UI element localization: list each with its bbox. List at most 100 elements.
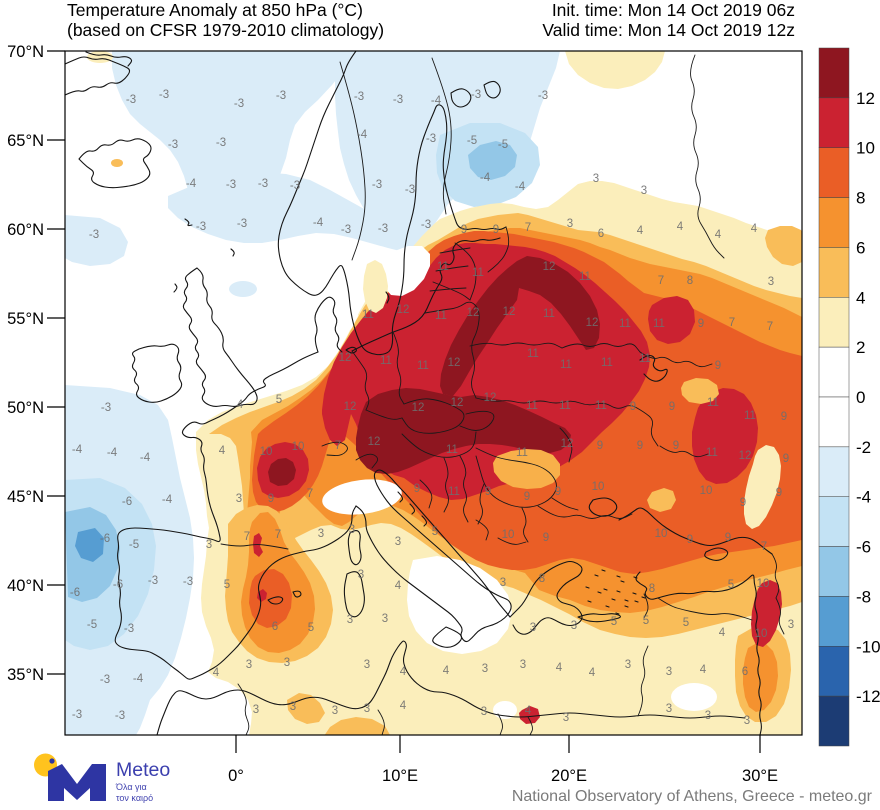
svg-text:-4: -4 xyxy=(856,488,871,507)
svg-text:9: 9 xyxy=(740,497,746,509)
svg-text:7: 7 xyxy=(244,531,250,543)
svg-text:-6: -6 xyxy=(70,587,80,599)
svg-text:11: 11 xyxy=(579,271,591,283)
svg-text:9: 9 xyxy=(637,440,643,452)
svg-text:-3: -3 xyxy=(100,674,110,686)
svg-text:55°N: 55°N xyxy=(7,310,44,328)
svg-text:-3: -3 xyxy=(276,90,286,102)
svg-text:11: 11 xyxy=(653,318,665,330)
svg-text:11: 11 xyxy=(362,309,374,321)
svg-text:7: 7 xyxy=(658,275,664,287)
svg-text:7: 7 xyxy=(307,488,313,500)
svg-text:-3: -3 xyxy=(290,180,300,192)
svg-text:-4: -4 xyxy=(107,447,118,459)
svg-text:4: 4 xyxy=(751,223,758,235)
svg-text:5: 5 xyxy=(728,579,734,591)
svg-text:3: 3 xyxy=(284,657,290,669)
svg-text:-3: -3 xyxy=(196,221,206,233)
svg-text:-6: -6 xyxy=(122,496,132,508)
svg-text:9: 9 xyxy=(461,224,467,236)
svg-text:65°N: 65°N xyxy=(7,132,44,150)
svg-text:5: 5 xyxy=(683,617,689,629)
svg-text:-3: -3 xyxy=(124,623,134,635)
svg-text:12: 12 xyxy=(503,306,516,318)
svg-text:-8: -8 xyxy=(856,587,871,606)
svg-text:Όλα για: Όλα για xyxy=(115,782,147,792)
svg-text:10: 10 xyxy=(856,139,875,158)
svg-text:12: 12 xyxy=(484,392,497,404)
svg-text:3: 3 xyxy=(520,659,526,671)
svg-text:6: 6 xyxy=(598,228,604,240)
svg-text:10: 10 xyxy=(700,485,713,497)
svg-text:11: 11 xyxy=(448,486,460,498)
svg-text:-3: -3 xyxy=(372,179,382,191)
svg-text:9: 9 xyxy=(268,493,274,505)
svg-text:National Observatory of Athens: National Observatory of Athens, Greece -… xyxy=(512,788,873,805)
svg-text:-3: -3 xyxy=(168,139,178,151)
svg-text:11: 11 xyxy=(601,357,613,369)
svg-text:-4: -4 xyxy=(357,129,368,141)
svg-text:70°N: 70°N xyxy=(7,43,44,61)
svg-text:4: 4 xyxy=(719,627,726,639)
svg-text:8: 8 xyxy=(649,583,655,595)
svg-text:Meteo: Meteo xyxy=(116,759,170,781)
svg-text:-3: -3 xyxy=(216,137,226,149)
svg-text:12: 12 xyxy=(412,402,425,414)
svg-text:-3: -3 xyxy=(538,90,548,102)
svg-text:10: 10 xyxy=(655,528,668,540)
svg-text:-4: -4 xyxy=(431,95,442,107)
svg-text:5: 5 xyxy=(643,615,649,627)
svg-text:9: 9 xyxy=(783,453,789,465)
svg-text:3: 3 xyxy=(625,659,631,671)
svg-text:9: 9 xyxy=(493,224,499,236)
svg-text:9: 9 xyxy=(673,440,679,452)
svg-text:3: 3 xyxy=(349,524,355,536)
svg-text:3: 3 xyxy=(666,666,672,678)
svg-text:3: 3 xyxy=(593,173,599,185)
svg-text:3: 3 xyxy=(482,663,488,675)
svg-text:3: 3 xyxy=(563,712,569,724)
svg-text:-6: -6 xyxy=(856,538,871,557)
svg-text:9: 9 xyxy=(630,401,636,413)
svg-text:3: 3 xyxy=(290,701,296,713)
svg-text:12: 12 xyxy=(448,357,461,369)
svg-text:Init. time: Mon 14 Oct 2019 06: Init. time: Mon 14 Oct 2019 06z xyxy=(552,0,795,20)
svg-text:-4: -4 xyxy=(480,172,491,184)
svg-text:(based on CFSR 1979-2010 clima: (based on CFSR 1979-2010 climatology) xyxy=(67,20,384,40)
svg-text:12: 12 xyxy=(739,450,752,462)
svg-text:-3: -3 xyxy=(341,224,351,236)
svg-text:8: 8 xyxy=(539,573,545,585)
svg-text:11: 11 xyxy=(446,444,458,456)
svg-text:4: 4 xyxy=(400,700,407,712)
svg-text:-5: -5 xyxy=(129,539,139,551)
svg-text:3: 3 xyxy=(705,710,711,722)
svg-text:6: 6 xyxy=(856,238,865,257)
svg-text:7: 7 xyxy=(275,529,281,541)
svg-text:50°N: 50°N xyxy=(7,399,44,417)
svg-text:3: 3 xyxy=(481,706,487,718)
svg-text:-3: -3 xyxy=(148,575,158,587)
svg-text:10: 10 xyxy=(592,481,605,493)
svg-text:11: 11 xyxy=(435,310,447,322)
svg-text:-3: -3 xyxy=(378,223,388,235)
svg-text:-3: -3 xyxy=(426,133,436,145)
svg-text:5: 5 xyxy=(611,616,617,628)
svg-text:3: 3 xyxy=(567,218,573,230)
svg-text:30°E: 30°E xyxy=(742,767,778,785)
svg-text:12: 12 xyxy=(856,89,875,108)
svg-text:3: 3 xyxy=(382,613,388,625)
svg-text:3: 3 xyxy=(246,659,252,671)
svg-text:12: 12 xyxy=(467,307,480,319)
svg-text:12: 12 xyxy=(561,438,574,450)
svg-text:4: 4 xyxy=(856,288,865,307)
svg-text:4: 4 xyxy=(637,225,644,237)
svg-text:5: 5 xyxy=(308,622,314,634)
svg-text:9: 9 xyxy=(485,486,491,498)
svg-text:9: 9 xyxy=(781,411,787,423)
svg-text:-5: -5 xyxy=(467,135,477,147)
svg-text:-3: -3 xyxy=(72,709,82,721)
svg-text:7: 7 xyxy=(729,317,735,329)
svg-text:-6: -6 xyxy=(100,533,110,545)
svg-text:3: 3 xyxy=(364,659,370,671)
svg-text:11: 11 xyxy=(744,410,756,422)
